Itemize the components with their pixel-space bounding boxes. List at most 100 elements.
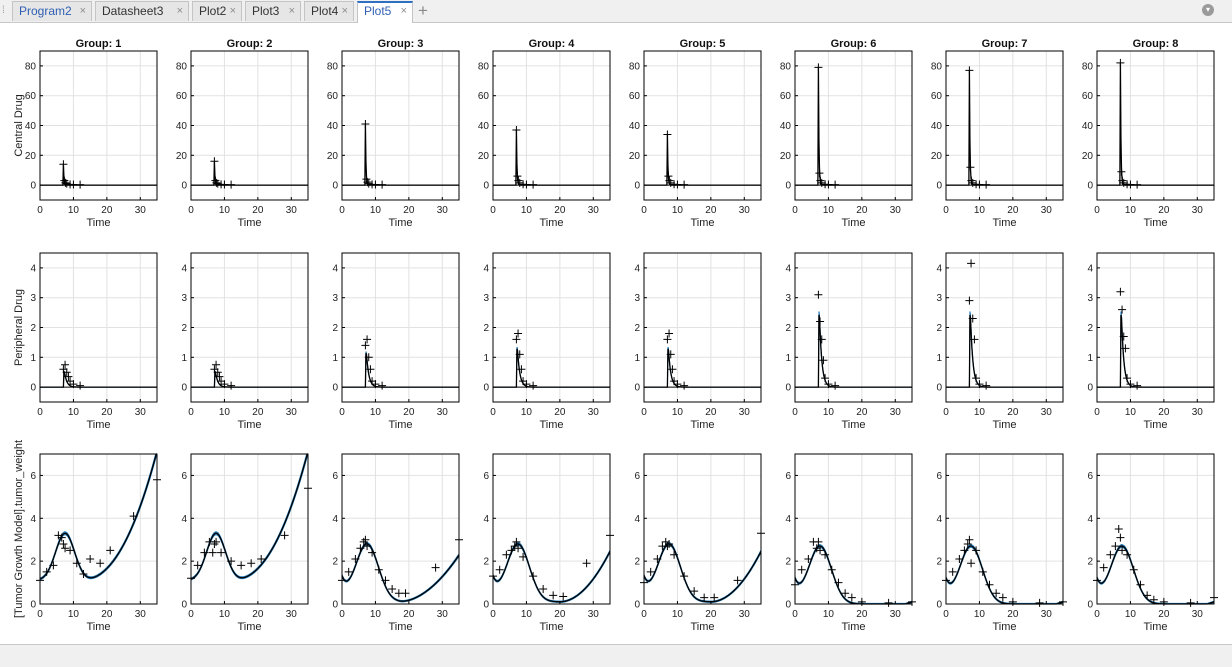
y-tick-label: 60 [1082,91,1094,102]
x-tick-label: 20 [856,407,868,418]
y-tick-label: 2 [483,323,489,334]
tab-plot4[interactable]: Plot4 × [304,1,354,21]
close-icon[interactable]: × [229,5,236,17]
data-point [967,259,976,268]
y-tick-label: 20 [629,151,641,162]
x-tick-label: 20 [403,609,415,620]
close-icon[interactable]: × [288,5,295,17]
data-point [824,380,833,389]
model-fit-line [341,543,460,602]
x-tick-label: 10 [1125,609,1137,620]
model-fit-line [795,67,912,186]
y-tick-label: 6 [785,471,791,482]
data-point [106,546,115,555]
data-point [54,531,63,540]
data-point [66,546,75,555]
data-point [975,180,984,189]
chevron-down-icon[interactable]: ▾ [1202,4,1214,16]
x-tick-label: 20 [1007,407,1019,418]
x-tick-label: 0 [490,609,496,620]
x-axis-label: Time [539,621,563,633]
x-tick-label: 20 [252,205,264,216]
data-point [363,178,372,187]
y-axis-label: Peripheral Drug [13,289,25,366]
y-tick-label: 60 [629,91,641,102]
data-point [351,555,360,563]
y-tick-label: 0 [181,383,187,394]
subplot-panel: 0 10 20 30 Time 0 1 2 3 4 [30,252,158,431]
tab-program2[interactable]: Program2 × [12,1,92,21]
x-axis-label: Time [1143,217,1167,229]
tab-label: Program2 [19,4,72,18]
tab-datasheet3[interactable]: Datasheet3 × [95,1,189,21]
y-tick-label: 2 [634,557,640,568]
tab-plot3[interactable]: Plot3 × [245,1,301,21]
data-point [582,559,591,568]
data-point [559,592,568,601]
x-tick-label: 20 [1158,205,1170,216]
grip-icon[interactable]: ⁞ [2,5,5,16]
axes-frame [1096,453,1215,605]
data-point [213,179,222,188]
close-icon[interactable]: × [176,5,183,17]
x-tick-label: 30 [286,609,298,620]
plot-background [493,454,610,604]
data-point [665,329,674,338]
data-point [59,540,68,548]
y-tick-label: 0 [936,600,942,611]
x-tick-label: 20 [1007,609,1019,620]
data-point [834,578,843,587]
x-tick-label: 30 [437,407,449,418]
x-tick-label: 30 [1041,205,1053,216]
data-point [1123,550,1132,559]
close-icon[interactable]: × [400,5,407,17]
axes-frame [39,453,158,605]
data-point [1111,542,1120,551]
data-point [816,317,825,326]
x-tick-label: 0 [943,407,949,418]
data-point [975,380,984,389]
data-point [49,561,58,570]
data-point [968,178,977,187]
close-icon[interactable]: × [79,5,86,17]
y-tick-label: 60 [176,91,188,102]
y-tick-label: 80 [629,61,641,72]
data-point [72,559,81,568]
x-tick-label: 20 [403,407,415,418]
data-point [257,555,266,563]
x-axis-label: Time [237,419,261,431]
data-point [514,544,523,553]
plot-background [644,454,761,604]
data-point [797,565,806,574]
data-point [42,567,51,576]
plus-icon[interactable]: + [418,1,428,20]
y-tick-label: 0 [483,383,489,394]
data-point [1114,525,1123,533]
y-tick-label: 2 [483,557,489,568]
x-tick-label: 0 [943,609,949,620]
data-point [816,546,825,555]
x-tick-label: 10 [1125,205,1137,216]
data-point [1118,546,1127,555]
y-tick-label: 60 [25,91,37,102]
data-point [517,365,526,374]
data-point [507,546,516,555]
data-point [1116,287,1125,296]
tab-plot5[interactable]: Plot5 × [357,1,413,23]
y-tick-label: 0 [332,383,338,394]
data-point [364,179,373,188]
y-tick-label: 40 [1082,121,1094,132]
data-point [700,593,709,602]
data-point [510,542,519,551]
x-tick-label: 30 [739,609,751,620]
data-point [680,572,689,581]
tab-plot2[interactable]: Plot2 × [192,1,242,21]
data-point [1119,332,1128,341]
data-point [814,63,823,72]
x-tick-label: 10 [219,407,231,418]
close-icon[interactable]: × [341,5,348,17]
y-tick-label: 20 [327,151,339,162]
data-point [502,550,511,559]
data-point [220,380,229,389]
data-point [210,540,219,548]
